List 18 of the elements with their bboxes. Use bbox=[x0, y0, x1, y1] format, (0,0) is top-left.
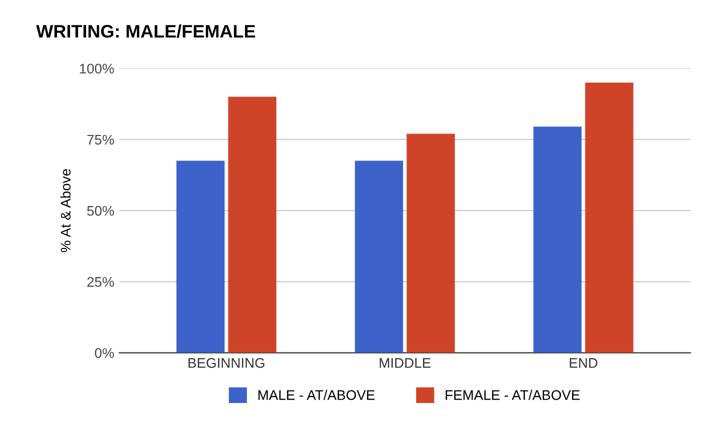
bar bbox=[533, 126, 582, 353]
x-tick-label: MIDDLE bbox=[380, 358, 431, 368]
legend-label: MALE - AT/ABOVE bbox=[258, 390, 375, 400]
y-tick-label: 100% bbox=[80, 64, 114, 74]
bar bbox=[406, 134, 455, 353]
y-tick-label: 50% bbox=[87, 206, 114, 216]
y-tick-label: 0% bbox=[94, 348, 114, 358]
legend-label: FEMALE - AT/ABOVE bbox=[446, 390, 580, 400]
chart-title: WRITING: MALE/FEMALE bbox=[36, 24, 256, 38]
y-tick-label: 75% bbox=[87, 134, 114, 145]
bar bbox=[585, 82, 634, 353]
bar bbox=[354, 160, 404, 353]
y-tick-label: 25% bbox=[87, 277, 114, 287]
x-tick-label: BEGINNING bbox=[188, 358, 264, 368]
bar bbox=[228, 96, 276, 353]
bar bbox=[176, 160, 225, 353]
x-tick-label: END bbox=[570, 358, 598, 368]
y-axis-title: % At & Above bbox=[60, 169, 71, 252]
